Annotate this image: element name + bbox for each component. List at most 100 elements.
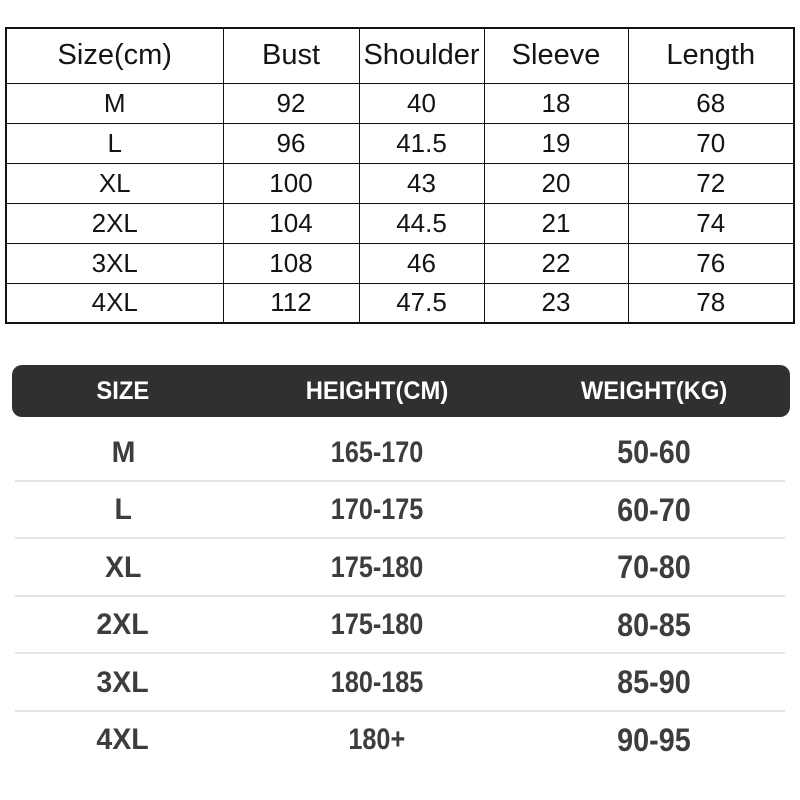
fit-table-row: L 170-175 60-70	[0, 482, 800, 539]
cell-bust: 112	[222, 282, 360, 324]
fit-cell-height: 175-180	[246, 608, 508, 642]
cell-size: 4XL	[5, 282, 224, 324]
table-row: M 92 40 18 68	[5, 82, 795, 124]
cell-size: M	[5, 82, 224, 124]
measurement-table: Size(cm) Bust Shoulder Sleeve Length M 9…	[5, 27, 795, 324]
cell-size: L	[5, 122, 224, 164]
fit-column-header-height-label: HEIGHT(CM)	[305, 376, 449, 405]
fit-cell-weight: 80-85	[508, 607, 800, 644]
table-row: 2XL 104 44.5 21 74	[5, 202, 795, 244]
fit-height-value: 175-180	[330, 608, 424, 642]
fit-column-header-height: HEIGHT(CM)	[246, 377, 508, 406]
cell-length: 68	[627, 82, 795, 124]
cell-length: 70	[627, 122, 795, 164]
fit-height-value: 170-175	[330, 493, 424, 527]
fit-table-header: SIZE HEIGHT(CM) WEIGHT(KG)	[0, 365, 800, 417]
fit-weight-value: 85-90	[617, 664, 691, 701]
column-header-length: Length	[627, 27, 795, 84]
cell-sleeve: 18	[483, 82, 629, 124]
cell-bust: 104	[222, 202, 360, 244]
fit-size-value: M	[111, 435, 135, 469]
fit-height-value: 175-180	[330, 550, 424, 584]
cell-shoulder: 40	[358, 82, 485, 124]
row-divider	[15, 709, 785, 712]
cell-shoulder: 44.5	[358, 202, 485, 244]
cell-bust: 100	[222, 162, 360, 204]
cell-sleeve: 23	[483, 282, 629, 324]
fit-header-grid: SIZE HEIGHT(CM) WEIGHT(KG)	[0, 365, 800, 417]
fit-cell-height: 175-180	[246, 551, 508, 585]
fit-table-rows: M 165-170 50-60 L 170-175 60-70 XL 175-1…	[0, 424, 800, 769]
fit-height-value: 180-185	[330, 665, 424, 699]
cell-length: 72	[627, 162, 795, 204]
row-divider	[15, 594, 785, 597]
cell-sleeve: 19	[483, 122, 629, 164]
row-divider	[15, 537, 785, 539]
fit-cell-size: 3XL	[0, 666, 246, 700]
fit-size-value: 4XL	[96, 723, 150, 757]
fit-weight-value: 60-70	[617, 491, 691, 528]
fit-cell-size: 4XL	[0, 723, 246, 757]
fit-table-row: 3XL 180-185 85-90	[0, 654, 800, 712]
cell-shoulder: 43	[358, 162, 485, 204]
cell-bust: 108	[222, 242, 360, 284]
fit-cell-size: 2XL	[0, 608, 246, 642]
fit-cell-weight: 85-90	[508, 664, 800, 701]
column-header-size: Size(cm)	[5, 27, 224, 84]
fit-height-value: 165-170	[330, 435, 424, 469]
column-header-bust: Bust	[222, 27, 360, 84]
column-header-sleeve: Sleeve	[483, 27, 629, 84]
row-divider	[15, 652, 785, 654]
fit-table-row: 4XL 180+ 90-95	[0, 712, 800, 770]
cell-length: 78	[627, 282, 795, 324]
fit-cell-height: 180+	[246, 723, 508, 757]
cell-size: 3XL	[5, 242, 224, 284]
fit-table-row: M 165-170 50-60	[0, 424, 800, 482]
fit-weight-value: 50-60	[617, 434, 691, 471]
fit-size-value: L	[114, 493, 132, 527]
fit-table-row: 2XL 175-180 80-85	[0, 597, 800, 654]
cell-sleeve: 21	[483, 202, 629, 244]
fit-column-header-size: SIZE	[0, 377, 246, 406]
fit-weight-value: 90-95	[617, 721, 691, 758]
fit-cell-size: XL	[0, 551, 246, 585]
fit-cell-weight: 70-80	[508, 549, 800, 586]
cell-sleeve: 20	[483, 162, 629, 204]
cell-bust: 96	[222, 122, 360, 164]
cell-sleeve: 22	[483, 242, 629, 284]
row-divider	[15, 479, 785, 482]
fit-size-value: XL	[104, 550, 142, 584]
fit-cell-height: 180-185	[246, 666, 508, 700]
fit-size-value: 3XL	[96, 665, 150, 699]
fit-cell-weight: 50-60	[508, 434, 800, 471]
table-row: 4XL 112 47.5 23 78	[5, 282, 795, 324]
cell-length: 76	[627, 242, 795, 284]
fit-cell-size: L	[0, 493, 246, 527]
fit-table-row: XL 175-180 70-80	[0, 539, 800, 597]
table-row: 3XL 108 46 22 76	[5, 242, 795, 284]
measurement-header-row: Size(cm) Bust Shoulder Sleeve Length	[5, 27, 795, 84]
fit-cell-weight: 60-70	[508, 492, 800, 529]
fit-height-value: 180+	[348, 723, 406, 757]
cell-length: 74	[627, 202, 795, 244]
cell-size: 2XL	[5, 202, 224, 244]
fit-column-header-weight-label: WEIGHT(KG)	[580, 376, 728, 405]
table-row: L 96 41.5 19 70	[5, 122, 795, 164]
fit-cell-size: M	[0, 436, 246, 470]
fit-weight-value: 70-80	[617, 549, 691, 586]
fit-column-header-size-label: SIZE	[96, 376, 150, 405]
fit-size-value: 2XL	[96, 608, 150, 642]
cell-shoulder: 47.5	[358, 282, 485, 324]
column-header-shoulder: Shoulder	[358, 27, 485, 84]
header-bar-background	[12, 365, 790, 417]
fit-weight-value: 80-85	[617, 606, 691, 643]
cell-shoulder: 41.5	[358, 122, 485, 164]
cell-size: XL	[5, 162, 224, 204]
fit-cell-weight: 90-95	[508, 722, 800, 759]
fit-cell-height: 170-175	[246, 493, 508, 527]
fit-cell-height: 165-170	[246, 436, 508, 470]
cell-shoulder: 46	[358, 242, 485, 284]
table-row: XL 100 43 20 72	[5, 162, 795, 204]
cell-bust: 92	[222, 82, 360, 124]
